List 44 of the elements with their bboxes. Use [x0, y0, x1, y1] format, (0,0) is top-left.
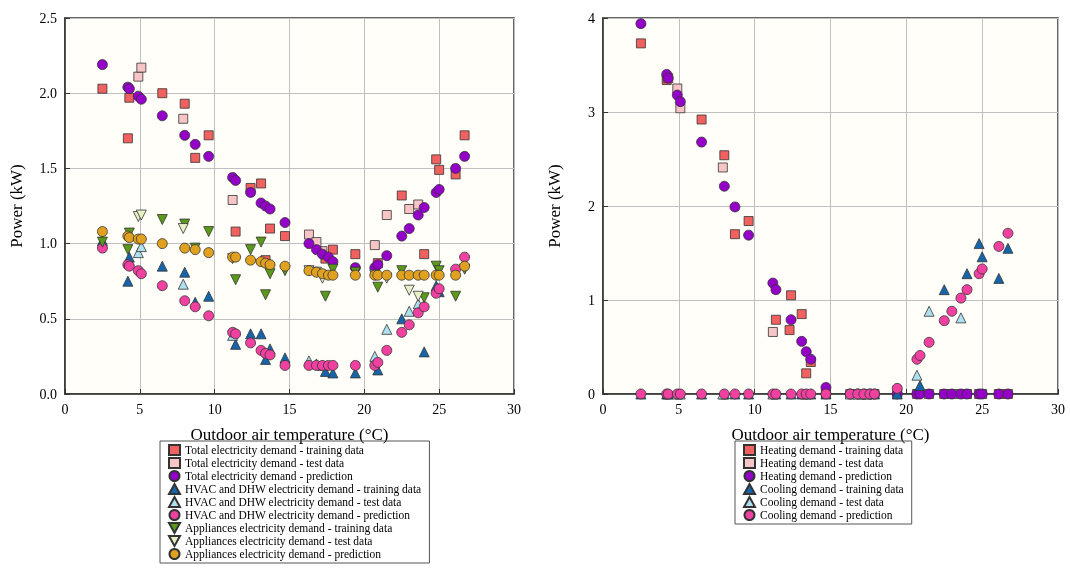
- legend-label: Cooling demand - test data: [760, 496, 884, 509]
- x-tick-label: 25: [432, 401, 447, 417]
- legend-label: Appliances electricity demand - training data: [185, 522, 393, 535]
- y-axis-title: Power (kW): [545, 164, 564, 248]
- x-tick-label: 20: [899, 401, 914, 417]
- legend-label: Heating demand - training data: [760, 444, 904, 457]
- x-tick-label: 30: [507, 401, 521, 417]
- legend-label: Total electricity demand - prediction: [185, 470, 354, 483]
- y-tick-label: 0: [588, 386, 595, 402]
- x-tick-label: 15: [823, 401, 838, 417]
- legend-label: Total electricity demand - training data: [185, 444, 364, 457]
- y-tick-label: 2.0: [39, 85, 57, 101]
- x-tick-label: 0: [599, 401, 607, 417]
- y-tick-label: 2: [588, 198, 595, 214]
- legend-label: Total electricity demand - test data: [185, 457, 345, 470]
- legend-label: Heating demand - test data: [760, 457, 884, 470]
- x-tick-label: 0: [61, 401, 69, 417]
- x-tick-label: 30: [1051, 401, 1065, 417]
- x-tick-label: 5: [136, 401, 144, 417]
- x-tick-label: 5: [675, 401, 683, 417]
- legend-label: Heating demand - prediction: [760, 470, 893, 483]
- y-tick-label: 4: [588, 10, 595, 26]
- y-tick-label: 3: [588, 104, 595, 120]
- y-tick-label: 0.5: [39, 311, 57, 327]
- y-tick-label: 1.0: [39, 236, 57, 252]
- x-tick-label: 10: [747, 401, 762, 417]
- y-tick-label: 2.5: [39, 10, 57, 26]
- x-axis-title: Outdoor air temperature (°C): [190, 425, 389, 444]
- y-tick-label: 1.5: [39, 160, 57, 176]
- x-tick-label: 25: [975, 401, 990, 417]
- x-tick-label: 10: [207, 401, 222, 417]
- legend-label: HVAC and DHW electricity demand - training data: [185, 483, 422, 496]
- y-axis-title: Power (kW): [7, 164, 26, 248]
- x-tick-label: 15: [282, 401, 297, 417]
- legend-label: Cooling demand - prediction: [760, 509, 893, 522]
- y-tick-label: 1: [588, 292, 595, 308]
- x-tick-label: 20: [357, 401, 372, 417]
- legend-label: HVAC and DHW electricity demand - prediction: [185, 509, 411, 522]
- legend-label: Appliances electricity demand - prediction: [185, 548, 382, 561]
- y-tick-label: 0.0: [39, 386, 57, 402]
- x-axis-title: Outdoor air temperature (°C): [731, 425, 930, 444]
- legend-label: Appliances electricity demand - test data: [185, 535, 373, 548]
- legend-label: Cooling demand - training data: [760, 483, 904, 496]
- legend-label: HVAC and DHW electricity demand - test data: [185, 496, 402, 509]
